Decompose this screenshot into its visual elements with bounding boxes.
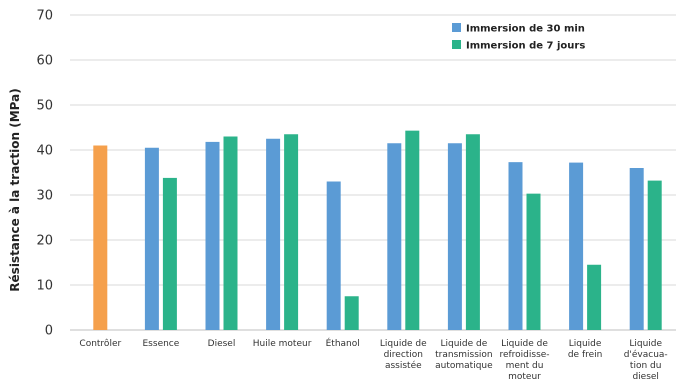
bar-7-jours — [647, 180, 662, 330]
bar-7-jours — [405, 130, 420, 330]
x-category-label: Liquide de frein — [568, 339, 603, 360]
bar-30-min — [387, 143, 402, 330]
bar-30-min — [144, 147, 159, 330]
y-tick-label: 40 — [36, 144, 53, 159]
gridlines — [70, 14, 676, 331]
bar-30-min — [508, 162, 523, 330]
y-tick-label: 50 — [36, 99, 53, 114]
legend-swatch-30-min — [452, 23, 461, 32]
legend: Immersion de 30 min Immersion de 7 jours — [452, 23, 585, 52]
bar-30-min — [205, 141, 220, 330]
bar-7-jours — [284, 134, 299, 330]
y-tick-label: 10 — [36, 279, 53, 294]
y-tick-label: 20 — [36, 234, 53, 249]
x-category-label: Liquide d'évacua-tion du diesel — [624, 339, 668, 382]
bars — [93, 130, 662, 330]
x-category-label: Liquide de direction assistée — [380, 339, 427, 371]
legend-label-30-min: Immersion de 30 min — [466, 24, 585, 35]
bar-7-jours — [223, 136, 238, 330]
y-axis-label: Résistance à la traction (MPa) — [8, 88, 22, 291]
bar-7-jours — [526, 193, 541, 330]
x-axis-categories: Contrôler Essence Diesel Huile moteur Éthano… — [79, 337, 667, 382]
bar-30-min — [629, 168, 644, 330]
legend-swatch-7-jours — [452, 40, 461, 49]
x-category-label: Contrôler — [79, 338, 121, 349]
x-category-label: Éthanol — [326, 337, 360, 349]
bar-30-min — [569, 162, 584, 330]
bar-7-jours — [162, 177, 177, 330]
bar-30-min — [266, 138, 281, 330]
bar-7-jours — [587, 264, 602, 330]
y-tick-label: 30 — [36, 189, 53, 204]
x-category-label: Diesel — [208, 339, 236, 349]
x-category-label: Liquide de transmission automatique — [435, 339, 493, 371]
x-category-label: Liquide de refroidisse-ment du moteur — [499, 339, 549, 382]
x-category-label: Essence — [143, 339, 180, 349]
y-tick-label: 0 — [45, 324, 53, 339]
y-tick-label: 60 — [36, 54, 53, 69]
legend-label-7-jours: Immersion de 7 jours — [466, 41, 585, 52]
y-axis-ticks: 0 10 20 30 40 50 60 70 — [36, 9, 53, 339]
bar-30-min — [447, 143, 462, 330]
y-tick-label: 70 — [36, 9, 53, 24]
x-category-label: Huile moteur — [253, 339, 312, 349]
bar-7-jours — [344, 296, 359, 330]
bar-controler — [93, 145, 108, 330]
bar-7-jours — [465, 134, 480, 330]
bar-30-min — [326, 181, 341, 330]
